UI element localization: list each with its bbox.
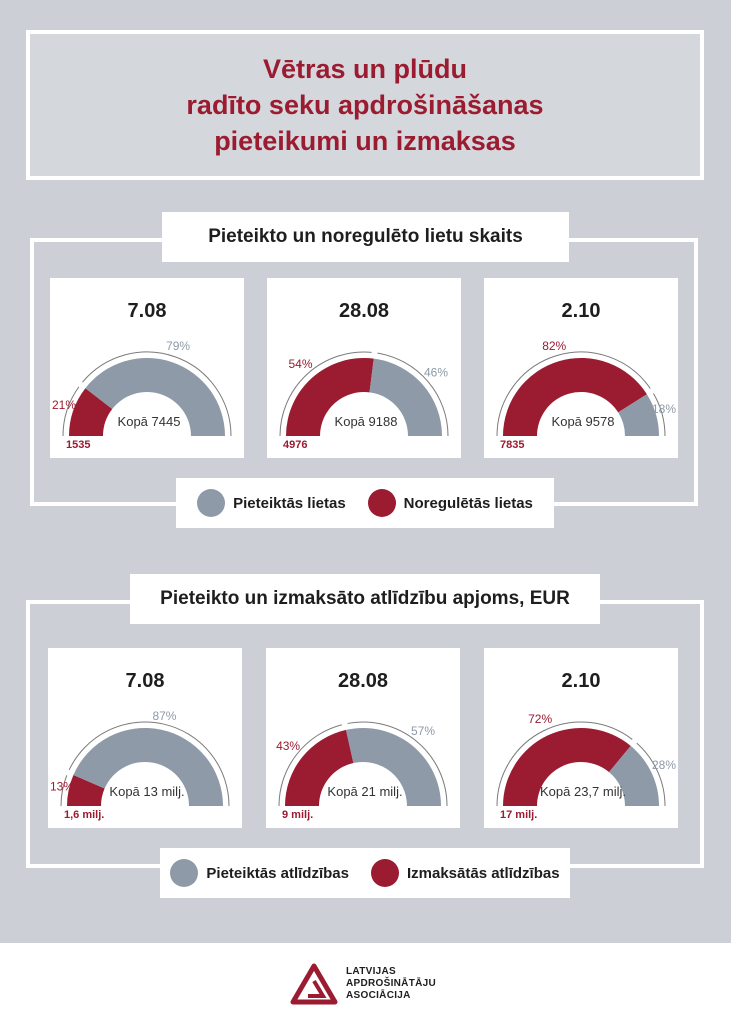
percent-label-reported: 28%: [652, 758, 676, 772]
guide-arc-reported: [653, 393, 666, 437]
legend-dot-settled: [370, 859, 399, 887]
gauge-arc-settled: [503, 728, 631, 806]
title-line-1: Vētras un plūdu: [262, 54, 468, 84]
gauge-date: 28.08: [338, 670, 388, 692]
percent-label-reported: 87%: [152, 709, 176, 723]
triangle-g-logo-icon: [290, 963, 338, 1005]
gauge-settled-value: 7835: [500, 439, 524, 451]
percent-label-reported: 18%: [652, 402, 676, 416]
gauge-total-label: Kopā 23,7 milj.: [540, 784, 626, 799]
gauge-card: 28.08 43% 57% Kopā 21 milj. 9 milj.: [266, 648, 460, 828]
gauge-arc-settled: [285, 729, 354, 806]
gauge-arc-settled: [67, 775, 105, 806]
gauge-card: 7.08 21% 79% Kopā 7445 1535: [50, 278, 244, 458]
gauge-settled-value: 4976: [283, 439, 307, 451]
gauge-chart: 28.08 54% 46% Kopā 9188 4976: [279, 300, 449, 451]
gauge-settled-value: 17 milj.: [500, 809, 537, 821]
percent-label-settled: 72%: [528, 712, 552, 726]
gauge-date: 28.08: [339, 300, 389, 322]
legend-label-settled: Izmaksātās atlīdzības: [406, 864, 560, 882]
title-line-3: pieteikumi un izmaksas: [214, 126, 516, 156]
percent-label-settled: 21%: [52, 398, 76, 412]
gauge-arc-reported: [345, 728, 441, 806]
legend-label-reported: Pieteiktās lietas: [233, 494, 346, 512]
guide-arc-reported: [347, 721, 448, 807]
title-line-2: radīto seku apdrošināšanas: [186, 90, 544, 120]
gauge-card: 2.10 82% 18% Kopā 9578 7835: [484, 278, 678, 458]
legend-item-settled: Izmaksātās atlīdzības: [370, 859, 560, 887]
gauge-total-label: Kopā 9188: [335, 414, 398, 429]
guide-arc-settled: [279, 351, 372, 437]
logo: LATVIJAS APDROŠINĀTĀJU ASOCIĀCIJA: [290, 963, 436, 1005]
legend-dot-reported: [170, 859, 199, 887]
legend-cases: Pieteiktās lietas Noregulētās lietas: [176, 478, 554, 528]
guide-arc-settled: [278, 724, 342, 807]
section-title-claims: Pieteikto un izmaksāto atlīdzību apjoms,…: [130, 574, 600, 624]
gauge-total-label: Kopā 9578: [552, 414, 615, 429]
legend-item-reported: Pieteiktās atlīdzības: [170, 859, 349, 887]
logo-line-2: APDROŠINĀTĀJU: [346, 978, 437, 989]
legend-label-reported: Pieteiktās atlīdzības: [206, 864, 349, 882]
gauge-date: 2.10: [562, 300, 601, 322]
percent-label-reported: 79%: [166, 339, 190, 353]
gauge-arc-reported: [73, 728, 224, 806]
percent-label-reported: 46%: [424, 366, 448, 380]
legend-label-settled: Noregulētās lietas: [403, 494, 533, 512]
percent-label-reported: 57%: [411, 724, 435, 738]
logo-line-3: ASOCIĀCIJA: [346, 990, 411, 1001]
gauge-settled-value: 9 milj.: [282, 809, 313, 821]
gauge-chart: 2.10 82% 18% Kopā 9578 7835: [496, 300, 676, 451]
gauge-arc-reported: [85, 358, 225, 436]
gauge-card: 7.08 13% 87% Kopā 13 milj. 1,6 milj.: [48, 648, 242, 828]
gauge-total-label: Kopā 13 milj.: [109, 784, 184, 799]
guide-arc-settled: [496, 351, 651, 437]
gauge-arc-reported: [618, 394, 659, 436]
gauge-arc-settled: [69, 388, 113, 436]
guide-arc-settled: [62, 386, 80, 437]
guide-arc-reported: [82, 351, 232, 437]
gauge-settled-value: 1535: [66, 439, 90, 451]
percent-label-settled: 54%: [288, 357, 312, 371]
gauge-arc-reported: [609, 745, 659, 806]
gauge-settled-value: 1,6 milj.: [64, 809, 104, 821]
logo-line-1: LATVIJAS: [346, 966, 396, 977]
percent-label-settled: 43%: [276, 739, 300, 753]
guide-arc-settled: [60, 775, 68, 807]
gauge-chart: 7.08 13% 87% Kopā 13 milj. 1,6 milj.: [50, 670, 230, 821]
gauge-chart: 28.08 43% 57% Kopā 21 milj. 9 milj.: [276, 670, 448, 821]
legend-claims: Pieteiktās atlīdzības Izmaksātās atlīdzī…: [160, 848, 570, 898]
gauge-arc-settled: [503, 358, 647, 436]
guide-arc-reported: [377, 352, 449, 437]
section-title-cases: Pieteikto un noregulēto lietu skaits: [162, 212, 569, 262]
gauge-date: 7.08: [126, 670, 165, 692]
legend-item-settled: Noregulētās lietas: [367, 489, 533, 517]
guide-arc-settled: [496, 721, 633, 807]
gauge-total-label: Kopā 21 milj.: [327, 784, 402, 799]
legend-dot-settled: [367, 489, 396, 517]
gauge-date: 7.08: [128, 300, 167, 322]
gauge-arc-settled: [286, 358, 374, 436]
gauge-arc-reported: [369, 358, 442, 436]
footer: LATVIJAS APDROŠINĀTĀJU ASOCIĀCIJA: [0, 943, 731, 1024]
gauge-date: 2.10: [562, 670, 601, 692]
legend-item-reported: Pieteiktās lietas: [197, 489, 346, 517]
gauge-card: 28.08 54% 46% Kopā 9188 4976: [267, 278, 461, 458]
gauge-chart: 7.08 21% 79% Kopā 7445 1535: [52, 300, 232, 451]
gauge-total-label: Kopā 7445: [118, 414, 181, 429]
legend-dot-reported: [197, 489, 226, 517]
guide-arc-reported: [636, 742, 666, 807]
gauge-chart: 2.10 72% 28% Kopā 23,7 milj.17 milj.: [496, 670, 676, 821]
title-box: Vētras un plūdu radīto seku apdrošināšan…: [26, 30, 704, 180]
guide-arc-reported: [68, 721, 230, 807]
gauge-card: 2.10 72% 28% Kopā 23,7 milj. 17 milj.: [484, 648, 678, 828]
percent-label-settled: 82%: [542, 339, 566, 353]
percent-label-settled: 13%: [50, 780, 74, 794]
